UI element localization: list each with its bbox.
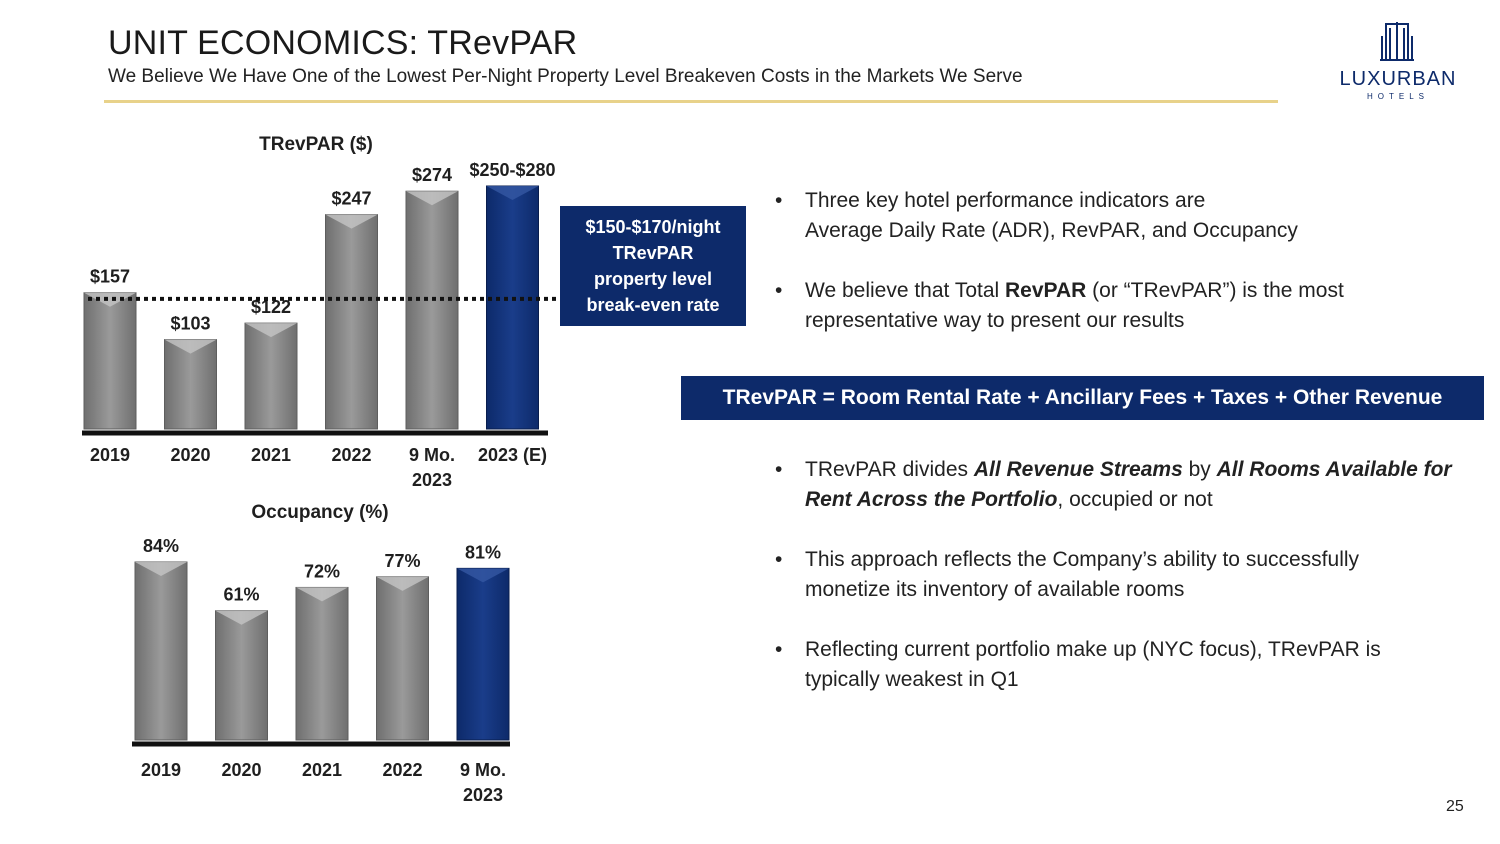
page-number: 25 [1446, 798, 1464, 815]
bullet-text: This approach reflects the Company’s abi… [805, 548, 1360, 601]
bar-bevel [84, 292, 136, 307]
building-icon [1380, 22, 1414, 61]
data-label: 84% [143, 536, 179, 556]
tick-label: 2021 [251, 445, 291, 465]
tick-label: 2019 [90, 445, 130, 465]
bar-2020 [215, 610, 268, 741]
data-label: $247 [331, 189, 371, 209]
trevpar-formula: TRevPAR = Room Rental Rate + Ancillary F… [681, 376, 1484, 420]
bar-bevel [325, 214, 378, 229]
bullet-marker: • [775, 189, 783, 212]
tick-label: 2020 [170, 445, 210, 465]
tick-label: 9 Mo. 2023 [460, 760, 506, 805]
bar-2023-e- [486, 185, 539, 430]
bar-9-mo-2023 [405, 190, 459, 430]
tick-label: 2022 [331, 445, 371, 465]
company-logo: LUXURBAN HOTELS [1330, 18, 1464, 102]
data-label: 77% [384, 551, 420, 571]
bar-bevel [457, 568, 509, 583]
bar-bevel [164, 339, 217, 354]
bullet-marker: • [775, 279, 783, 302]
logo-tagline: HOTELS [1366, 92, 1429, 101]
breakeven-callout: $150-$170/night TRevPAR property level b… [560, 206, 746, 326]
data-label: 81% [465, 542, 501, 562]
occupancy-chart: Occupancy (%) 84% 2019 61% 2020 72% 2021 77% 202… [132, 502, 510, 805]
data-label: $250-$280 [469, 160, 555, 180]
bar-2022 [325, 214, 378, 430]
bar-bevel [376, 576, 429, 591]
charts-canvas: TRevPAR ($) $157 2019 $103 2020 $122 2021 $247 2… [82, 134, 560, 805]
tick-label: 2023 (E) [478, 445, 547, 465]
bar-2020 [164, 339, 217, 430]
page-subtitle: We Believe We Have One of the Lowest Per… [108, 66, 1023, 87]
data-label: $274 [412, 165, 452, 185]
callout-line-2: TRevPAR [612, 243, 694, 263]
bar-bevel [215, 610, 268, 625]
tick-label: 2021 [302, 760, 342, 780]
callout-line-1: $150-$170/night [585, 217, 721, 237]
logo-name: LUXURBAN [1339, 68, 1457, 90]
callout-line-4: break-even rate [586, 295, 720, 315]
bar-bevel [296, 587, 348, 602]
bullet-text: We believe that Total RevPAR (or “TRevPA… [805, 279, 1344, 332]
bar-2019 [134, 561, 188, 741]
tick-label: 2022 [382, 760, 422, 780]
data-label: 72% [304, 561, 340, 581]
bullet-marker: • [775, 548, 783, 571]
bar-2021 [244, 322, 298, 430]
callout-line-3: property level [593, 269, 713, 289]
bar-9-mo-2023 [456, 567, 510, 741]
trevpar-chart: TRevPAR ($) $157 2019 $103 2020 $122 2021 $247 2… [82, 134, 560, 490]
title-divider [104, 100, 1278, 103]
data-label: $122 [251, 297, 291, 317]
bullet-text: TRevPAR divides All Revenue Streams by A… [805, 458, 1452, 511]
chart-title: TRevPAR ($) [259, 134, 373, 155]
bullet-marker: • [775, 458, 783, 481]
page-title: UNIT ECONOMICS: TRevPAR [108, 24, 578, 62]
bar-2021 [295, 586, 349, 741]
tick-label: 2020 [221, 760, 261, 780]
bar-bevel [406, 191, 458, 206]
bullet-text: Reflecting current portfolio make up (NY… [805, 638, 1381, 691]
tick-label: 2019 [141, 760, 181, 780]
bar-2019 [83, 292, 137, 430]
data-label: 61% [223, 585, 259, 605]
bar-bevel [135, 562, 187, 576]
data-label: $157 [90, 267, 130, 287]
bar-bevel [486, 186, 539, 200]
tick-label: 9 Mo. 2023 [409, 445, 455, 490]
bullet-text: Three key hotel performance indicators a… [805, 189, 1298, 242]
bar-bevel [245, 323, 297, 338]
data-label: $103 [170, 314, 210, 334]
bar-2022 [376, 576, 429, 741]
bullet-marker: • [775, 638, 783, 661]
chart-title: Occupancy (%) [251, 502, 388, 523]
